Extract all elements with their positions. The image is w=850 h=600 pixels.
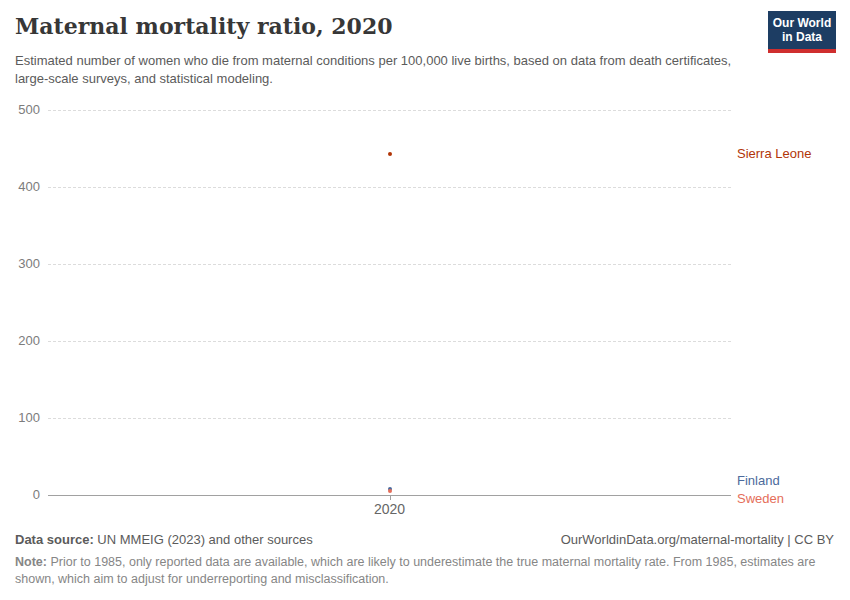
series-label-finland[interactable]: Finland xyxy=(737,474,780,488)
note-text: Prior to 1985, only reported data are av… xyxy=(15,555,815,586)
gridline-300 xyxy=(48,264,731,265)
y-axis-tick-label-400: 400 xyxy=(0,180,40,194)
note-label: Note: xyxy=(15,555,47,569)
y-axis-tick-label-200: 200 xyxy=(0,334,40,348)
y-axis-tick-label-300: 300 xyxy=(0,257,40,271)
data-source-line: Data source: UN MMEIG (2023) and other s… xyxy=(15,532,313,547)
owid-chart: Maternal mortality ratio, 2020 Estimated… xyxy=(0,0,850,600)
attribution-link[interactable]: OurWorldinData.org/maternal-mortality | … xyxy=(561,532,834,547)
gridline-500 xyxy=(48,110,731,111)
y-axis-tick-label-100: 100 xyxy=(0,411,40,425)
series-label-sierra-leone[interactable]: Sierra Leone xyxy=(737,147,811,161)
plot-area: 0 100 200 300 400 500 2020 Sierra Leone Finland S… xyxy=(0,0,850,600)
note-line: Note: Prior to 1985, only reported data … xyxy=(15,554,827,588)
data-source-label: Data source: xyxy=(15,532,94,547)
gridline-100 xyxy=(48,418,731,419)
x-axis-tick-label: 2020 xyxy=(374,502,405,517)
gridline-200 xyxy=(48,341,731,342)
gridline-400 xyxy=(48,187,731,188)
series-label-sweden[interactable]: Sweden xyxy=(737,492,784,506)
x-axis-tick xyxy=(390,495,391,500)
y-axis-tick-label-0: 0 xyxy=(0,488,40,502)
data-point-sierra-leone[interactable] xyxy=(388,152,392,156)
y-axis-tick-label-500: 500 xyxy=(0,103,40,117)
data-source-text: UN MMEIG (2023) and other sources xyxy=(94,532,313,547)
data-point-sweden[interactable] xyxy=(388,489,392,493)
